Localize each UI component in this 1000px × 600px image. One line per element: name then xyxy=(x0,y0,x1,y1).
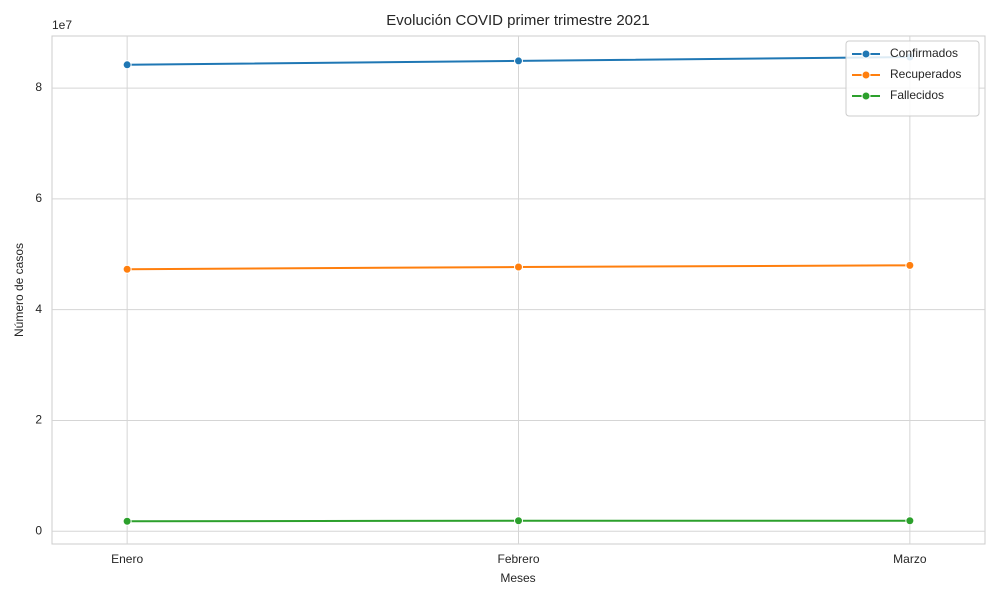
data-point xyxy=(514,262,523,272)
y-tick-label: 2 xyxy=(35,413,42,427)
legend-marker xyxy=(861,91,871,101)
data-point xyxy=(514,56,523,66)
legend-box xyxy=(845,40,980,117)
x-axis-label: Meses xyxy=(500,571,535,585)
y-tick-label: 0 xyxy=(35,523,42,537)
legend-label: Fallecidos xyxy=(890,88,944,102)
data-point xyxy=(905,260,915,270)
y-axis-label: Número de casos xyxy=(12,243,26,337)
x-tick-label: Marzo xyxy=(893,552,927,566)
x-tick-label: Enero xyxy=(111,552,143,566)
legend-marker xyxy=(861,49,871,59)
x-tick-label: Febrero xyxy=(497,552,539,566)
chart-title: Evolución COVID primer trimestre 2021 xyxy=(386,12,649,29)
data-point xyxy=(905,516,915,526)
data-point xyxy=(122,264,132,274)
y-tick-label: 8 xyxy=(35,80,42,94)
legend-marker xyxy=(861,70,871,80)
data-point xyxy=(122,516,132,526)
data-point xyxy=(122,60,132,70)
y-offset-label: 1e7 xyxy=(52,18,72,32)
y-tick-label: 6 xyxy=(35,191,42,205)
legend-label: Confirmados xyxy=(890,46,958,60)
legend-label: Recuperados xyxy=(890,67,961,81)
y-tick-label: 4 xyxy=(35,302,42,316)
data-point xyxy=(514,516,523,526)
